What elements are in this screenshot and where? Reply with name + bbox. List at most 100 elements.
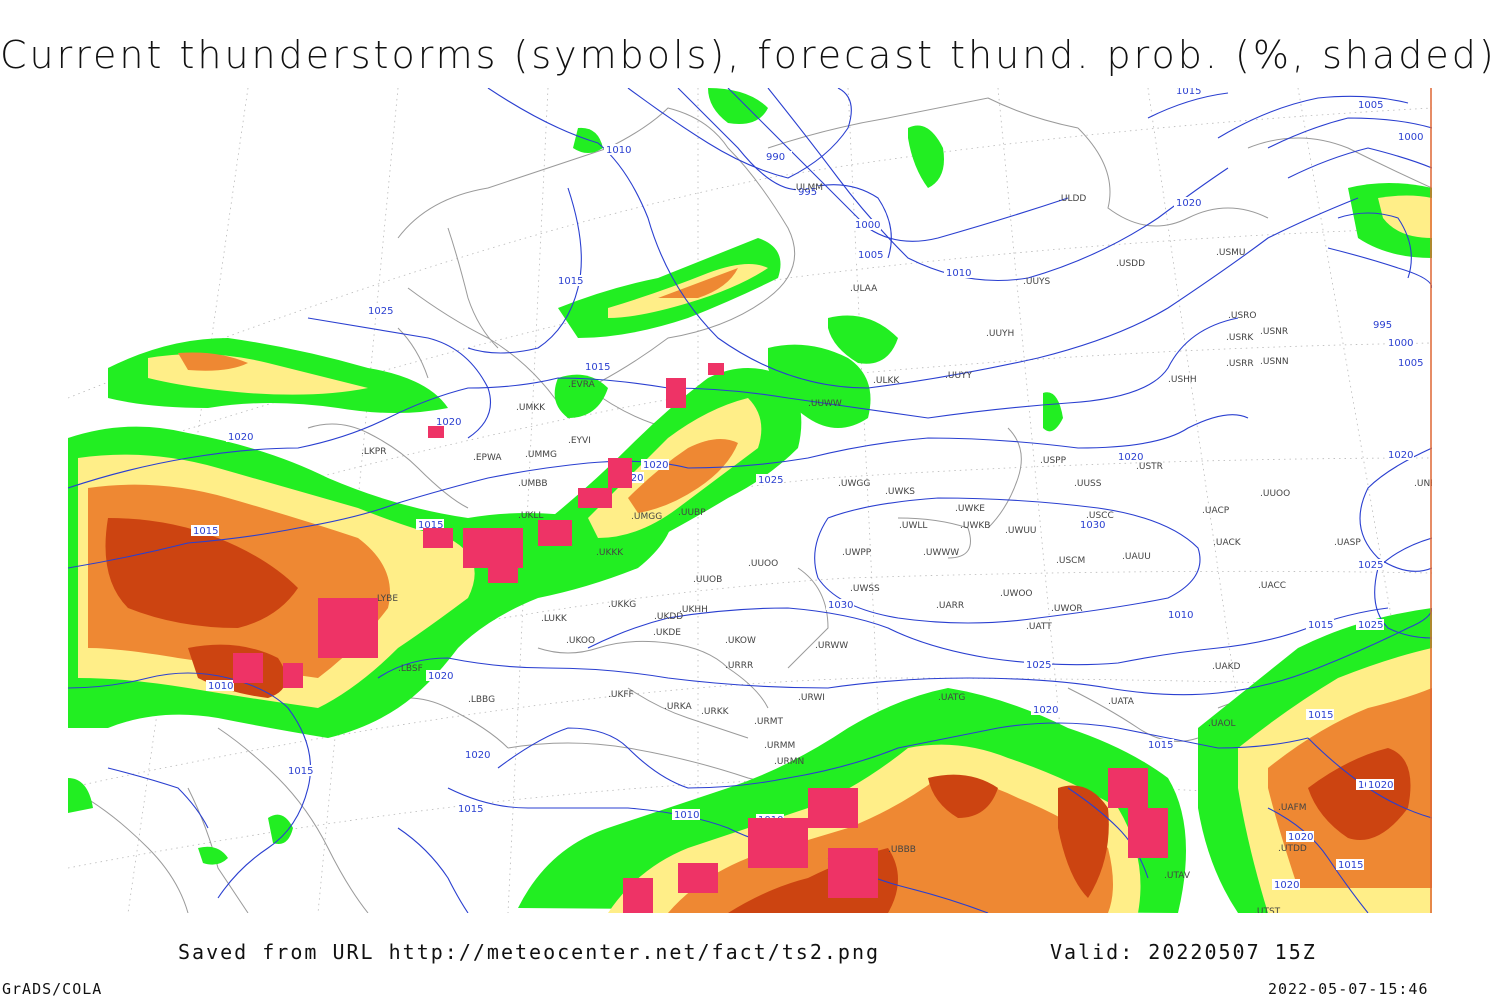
isobar-label-bg [1116,451,1144,462]
station-label: .UUSS [1074,479,1102,489]
isobar-label-bg [1272,879,1300,890]
isobar-label: 1015 [458,804,483,815]
thunderstorm-symbols [233,363,1168,913]
station-label: .URKA [664,702,692,712]
station-label: .UATG [938,693,965,703]
isobar-label-bg [583,361,611,372]
isobar-label-bg [434,416,462,427]
isobar-label-bg [1024,659,1052,670]
thunderstorm-symbol [318,598,378,658]
isobar-label-bg [416,519,444,530]
isobar-label-bg [641,459,669,470]
station-label: .USNN [1260,357,1289,367]
isobar-label-bg [206,680,234,691]
isobar-label-bg [826,599,854,610]
station-label: .UAKD [1212,662,1241,672]
station-label: .UKDE [653,628,681,638]
isobar-label: 1000 [1388,338,1413,349]
isobar-label: 995 [1373,320,1392,331]
isobar-label: 1020 [1118,452,1143,463]
isobar-label: 995 [798,187,817,198]
isobar-label-bg [1386,337,1414,348]
station-label: .UTAV [1164,871,1191,881]
isobar-label-bg [672,809,700,820]
isobar-label-bg [463,749,491,760]
station-label: .LUKK [541,614,568,624]
station-label: .UWKS [885,487,915,497]
isobar-label-bg [426,670,454,681]
isobar-label: 1020 [1274,880,1299,891]
isobar-label-bg [1356,559,1384,570]
isobar-label: 1000 [1398,132,1423,143]
station-label: .UWOR [1051,604,1083,614]
station-label: .UATT [1026,622,1052,632]
station-label: .UKFF [608,690,634,700]
station-label: .UUWW [808,399,842,409]
isobar-label: 1025 [1358,560,1383,571]
isobar-label-bg [764,151,792,162]
isobar-label: 1005 [1358,100,1383,111]
isobar-label: 1020 [436,417,461,428]
isobar-label-bg [1386,449,1414,460]
station-label: .USNR [1260,327,1288,337]
isobars [68,88,1432,913]
isobar-label-bg [853,219,881,230]
isobar-label: 990 [766,152,785,163]
thunderstorm-symbol [678,863,718,893]
isobar-label: 1015 [1308,710,1333,721]
isobar-label-bg [1356,619,1384,630]
station-label: .UACC [1258,581,1286,591]
isobar-label-bg [1366,779,1394,790]
isobar-label: 1020 [1368,780,1393,791]
isobar-label-bg [1146,739,1174,750]
station-label: .EVRA [568,380,596,390]
station-label: .UWUU [1005,526,1037,536]
station-label: .UWKE [955,504,985,514]
station-label: .UNBB [1414,479,1432,489]
software-credit: GrADS/COLA [2,980,103,998]
station-label: .URMT [754,717,783,727]
isobar-label: 1030 [828,600,853,611]
isobar-label: 1015 [1338,860,1363,871]
station-label: .UUYY [945,371,973,381]
isobar-label: 1025 [1026,660,1051,671]
isobar-label: 1020 [465,750,490,761]
isobar-label-bg [944,267,972,278]
station-label: .URWI [798,693,825,703]
thunderstorm-symbol [538,520,572,546]
station-label: .USCM [1056,556,1085,566]
isobar-label: 1010 [1168,610,1193,621]
isobar-label: 1000 [855,220,880,231]
station-label: .USTR [1136,462,1163,472]
station-label: .USPP [1040,456,1067,466]
station-label: .UWPP [842,548,872,558]
station-label: .ULKK [873,376,900,386]
station-label: .UTDD [1278,844,1307,854]
isobar-label-bg [191,525,219,536]
thunderstorm-probability-shading [68,88,1432,913]
station-label: .UKHH [679,605,708,615]
station-label: .UKOW [725,636,756,646]
isobar-label: 1020 [1176,198,1201,209]
isobar-label-bg [1306,619,1334,630]
thunderstorm-symbol [233,653,263,683]
station-label: .URRR [725,661,753,671]
isobar-label: 1010 [946,268,971,279]
station-label: .USRO [1228,311,1257,321]
isobar-label-bg [1371,319,1399,330]
station-label: .EPWA [473,453,502,463]
thunderstorm-symbol [623,878,653,913]
isobar-label-bg [796,186,824,197]
station-label: .UUYH [986,329,1014,339]
isobar-label: 1005 [858,250,883,261]
isobar-label-bg [856,249,884,260]
isobar-label: 1015 [418,520,443,531]
station-label: .UUOB [693,575,722,585]
station-label: .USDD [1116,259,1145,269]
station-label: .UWLL [899,521,927,531]
thunderstorm-symbol [1128,808,1168,858]
isobar-label: 1015 [1308,620,1333,631]
isobar-label: 1005 [1398,358,1423,369]
isobar-label-bg [226,431,254,442]
station-label: .ULMM [793,183,823,193]
